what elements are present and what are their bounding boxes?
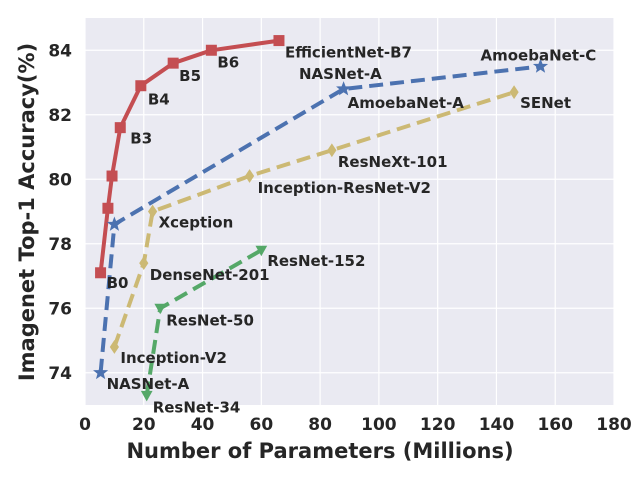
point-label: NASNet-A [107,375,190,393]
plot-area [85,18,614,405]
point-label: ResNeXt-101 [338,153,448,171]
y-tick-label: 78 [48,235,72,255]
x-tick-label: 60 [249,415,273,435]
y-tick-labels: 74 76 78 80 82 84 [48,41,72,384]
gridlines [84,18,615,405]
point-label: Inception-V2 [120,349,227,367]
data-point-blue [106,216,122,231]
y-tick-label: 76 [48,299,72,319]
x-tick-label: 40 [191,415,215,435]
series-line-gold [112,90,515,348]
data-point-efficientnet [106,170,118,182]
x-axis-title: Number of Parameters (Millions) [126,439,513,463]
x-tick-label: 180 [596,415,632,435]
point-label: ResNet-34 [153,398,241,416]
x-tick-labels: 0 20 40 60 80 100 120 140 160 180 [79,415,632,435]
point-label: SENet [520,94,571,112]
data-point-gold [244,169,255,183]
data-point-gold [147,204,158,219]
x-tick-label: 140 [479,415,515,435]
x-tick-label: 0 [79,415,91,435]
y-axis-title: Imagenet Top-1 Accuracy(%) [15,43,39,381]
data-point-green [255,245,268,257]
point-label: B5 [179,67,201,85]
x-tick-label: 120 [420,415,456,435]
x-tick-label: 100 [361,415,397,435]
point-label: AmoebaNet-A [348,94,465,112]
point-label: DenseNet-201 [150,266,270,284]
data-point-efficientnet [135,80,147,92]
point-label: Xception [159,214,234,232]
data-point-blue [93,364,109,380]
data-point-green [154,303,167,315]
data-point-efficientnet [167,57,179,69]
y-tick-label: 84 [48,41,72,61]
series-line-blue [98,64,541,373]
data-point-efficientnet [273,35,285,47]
point-label: ResNet-50 [166,311,254,329]
y-tick-label: 74 [48,364,72,384]
point-label: AmoebaNet-C [481,46,597,64]
point-label: B6 [217,53,239,71]
point-label: EfficientNet-B7 [285,44,412,62]
point-label: Inception-ResNet-V2 [258,179,431,197]
data-point-blue [532,58,549,73]
point-label: ResNet-152 [267,252,365,270]
point-label: B3 [130,130,152,148]
data-point-efficientnet [102,202,114,214]
data-point-efficientnet [205,44,217,56]
point-label-nasnet-large: NASNet-A [299,65,382,83]
y-tick-label: 82 [48,106,72,126]
data-point-efficientnet [114,122,126,134]
point-labels: B0 B3 B4 B5 B6 EfficientNet-B7 NASNet-A AmoebaN… [107,44,597,417]
data-point-gold [109,340,119,354]
series-markers [93,35,549,402]
point-label: B0 [107,274,129,292]
y-tick-label: 80 [48,170,72,190]
data-point-gold [509,85,519,100]
point-label: B4 [148,91,170,109]
data-point-gold [139,256,149,271]
x-tick-label: 80 [308,415,332,435]
data-point-gold [327,143,337,158]
x-tick-label: 20 [132,415,156,435]
data-point-blue [336,81,352,96]
data-point-efficientnet [95,267,107,279]
x-tick-label: 160 [537,415,573,435]
data-point-green [140,390,153,402]
